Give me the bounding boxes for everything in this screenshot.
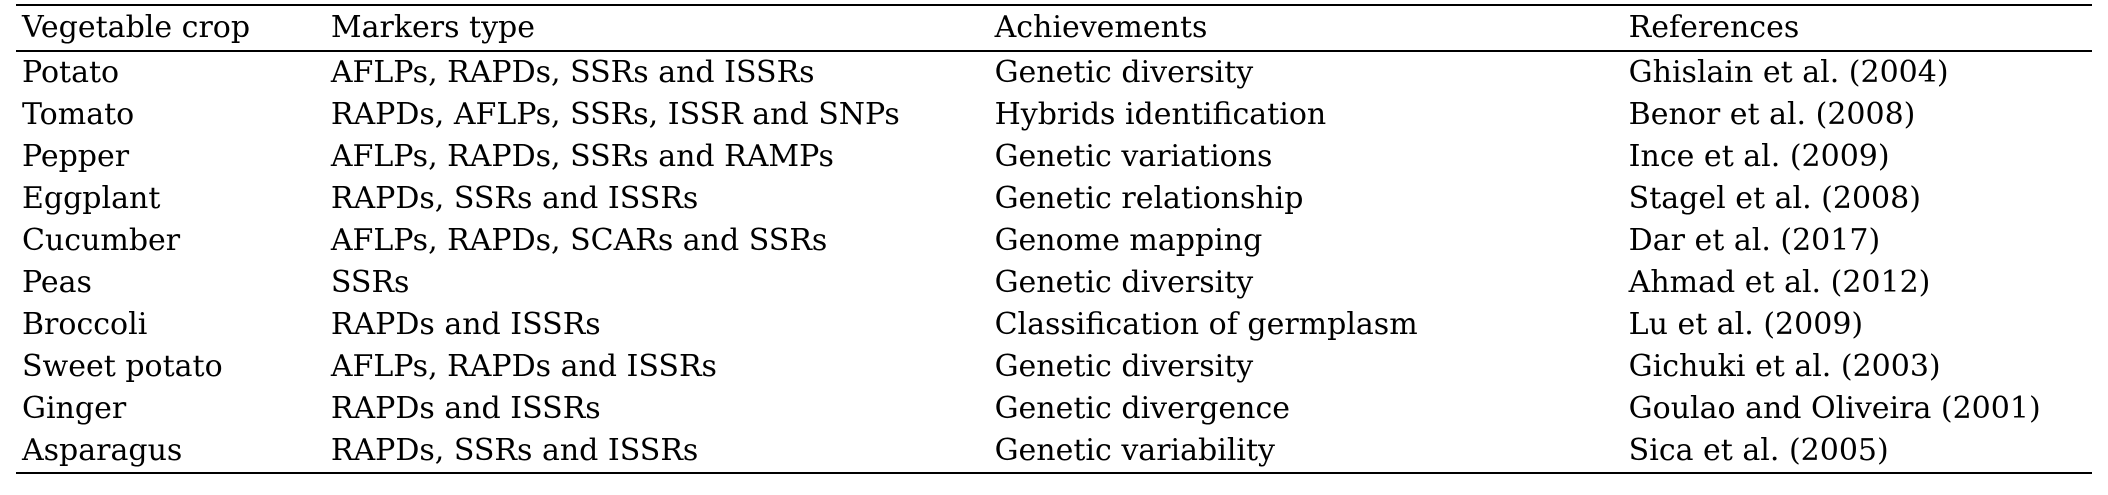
table-row: Tomato RAPDs, AFLPs, SSRs, ISSR and SNPs H… xyxy=(16,94,2092,136)
references-cell: Gichuki et al. (2003) xyxy=(1628,349,1941,384)
header-vegetable-crop: Vegetable crop xyxy=(22,10,251,45)
markers-type-cell: AFLPs, RAPDs, SCARs and SSRs xyxy=(330,223,828,258)
table-row: Peas SSRs Genetic diversity Ahmad et al. (2… xyxy=(16,262,2092,304)
references-cell: Dar et al. (2017) xyxy=(1628,223,1881,258)
markers-type-cell: RAPDs, SSRs and ISSRs xyxy=(330,433,699,468)
achievements-cell: Hybrids identification xyxy=(994,97,1327,132)
table-row: Asparagus RAPDs, SSRs and ISSRs Genetic va… xyxy=(16,430,2092,473)
table-row: Sweet potato AFLPs, RAPDs and ISSRs Geneti… xyxy=(16,346,2092,388)
markers-type-cell: AFLPs, RAPDs, SSRs and ISSRs xyxy=(330,55,815,90)
achievements-cell: Genetic diversity xyxy=(994,349,1254,384)
markers-type-cell: SSRs xyxy=(330,265,410,300)
header-achievements: Achievements xyxy=(994,10,1208,45)
achievements-cell: Genetic divergence xyxy=(994,391,1291,426)
markers-type-cell: RAPDs, SSRs and ISSRs xyxy=(330,181,699,216)
references-cell: Lu et al. (2009) xyxy=(1628,307,1864,342)
achievements-cell: Genetic variations xyxy=(994,139,1273,174)
vegetable-markers-table: Vegetable crop Markers type Achievements… xyxy=(16,4,2092,474)
references-cell: Ghislain et al. (2004) xyxy=(1628,55,1949,90)
vegetable-crop-cell: Potato xyxy=(22,55,120,90)
table-row: Potato AFLPs, RAPDs, SSRs and ISSRs Geneti… xyxy=(16,51,2092,94)
achievements-cell: Genetic diversity xyxy=(994,55,1254,90)
achievements-cell: Genome mapping xyxy=(994,223,1263,258)
achievements-cell: Classification of germplasm xyxy=(994,307,1418,342)
vegetable-crop-cell: Asparagus xyxy=(22,433,183,468)
table-body: Potato AFLPs, RAPDs, SSRs and ISSRs Geneti… xyxy=(16,51,2092,473)
achievements-cell: Genetic diversity xyxy=(994,265,1254,300)
vegetable-crop-cell: Peas xyxy=(22,265,92,300)
references-cell: Goulao and Oliveira (2001) xyxy=(1628,391,2041,426)
table-row: Eggplant RAPDs, SSRs and ISSRs Genetic rel… xyxy=(16,178,2092,220)
table-header: Vegetable crop Markers type Achievements… xyxy=(16,5,2092,51)
table-row: Cucumber AFLPs, RAPDs, SCARs and SSRs Geno… xyxy=(16,220,2092,262)
references-cell: Benor et al. (2008) xyxy=(1628,97,1916,132)
table-row: Broccoli RAPDs and ISSRs Classification of… xyxy=(16,304,2092,346)
achievements-cell: Genetic variability xyxy=(994,433,1276,468)
markers-type-cell: RAPDs, AFLPs, SSRs, ISSR and SNPs xyxy=(330,97,900,132)
references-cell: Ince et al. (2009) xyxy=(1628,139,1890,174)
vegetable-crop-cell: Sweet potato xyxy=(22,349,223,384)
vegetable-crop-cell: Ginger xyxy=(22,391,127,426)
header-markers-type: Markers type xyxy=(330,10,536,45)
markers-type-cell: AFLPs, RAPDs, SSRs and RAMPs xyxy=(330,139,834,174)
vegetable-crop-cell: Tomato xyxy=(22,97,135,132)
references-cell: Sica et al. (2005) xyxy=(1628,433,1889,468)
table-row: Pepper AFLPs, RAPDs, SSRs and RAMPs Geneti… xyxy=(16,136,2092,178)
table-container: Vegetable crop Markers type Achievements… xyxy=(16,4,2092,474)
header-row: Vegetable crop Markers type Achievements… xyxy=(16,5,2092,51)
vegetable-crop-cell: Cucumber xyxy=(22,223,181,258)
vegetable-crop-cell: Pepper xyxy=(22,139,130,174)
table-row: Ginger RAPDs and ISSRs Genetic divergence G… xyxy=(16,388,2092,430)
references-cell: Stagel et al. (2008) xyxy=(1628,181,1921,216)
markers-type-cell: RAPDs and ISSRs xyxy=(330,391,601,426)
header-references: References xyxy=(1628,10,1800,45)
vegetable-crop-cell: Eggplant xyxy=(22,181,161,216)
vegetable-crop-cell: Broccoli xyxy=(22,307,148,342)
markers-type-cell: RAPDs and ISSRs xyxy=(330,307,601,342)
references-cell: Ahmad et al. (2012) xyxy=(1628,265,1931,300)
markers-type-cell: AFLPs, RAPDs and ISSRs xyxy=(330,349,717,384)
achievements-cell: Genetic relationship xyxy=(994,181,1304,216)
